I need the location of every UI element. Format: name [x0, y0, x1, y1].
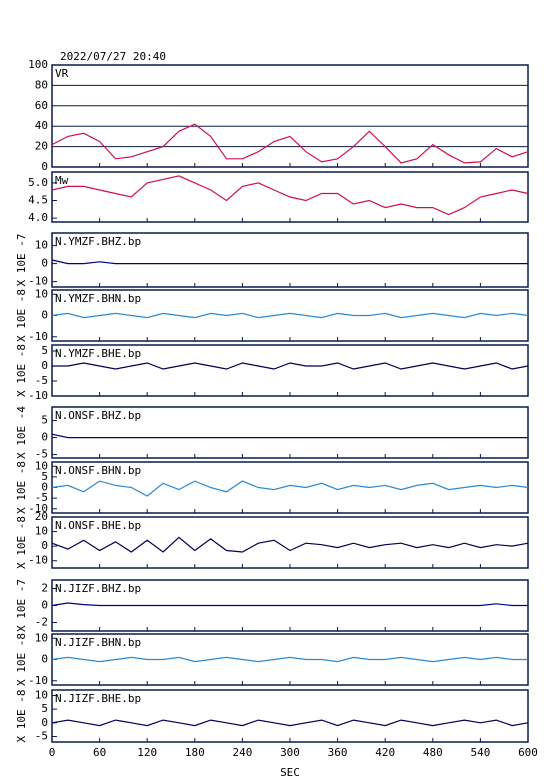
y-tick-label: -5 — [35, 730, 48, 743]
trace — [51, 480, 529, 497]
y-tick-label: -5 — [35, 448, 48, 461]
y-tick-label: 10 — [35, 631, 48, 644]
x-tick-label: 360 — [328, 746, 348, 759]
y-axis-label: X 10E -4 — [15, 406, 28, 459]
y-tick-label: -10 — [28, 389, 48, 402]
y-tick-label: 40 — [35, 119, 48, 132]
y-tick-label: 0 — [41, 481, 48, 494]
y-tick-label: -2 — [35, 616, 48, 629]
trace — [51, 259, 528, 265]
y-tick-label: 4.5 — [28, 194, 48, 207]
x-tick-label: 600 — [518, 746, 538, 759]
y-tick-label: 80 — [35, 78, 48, 91]
x-tick-label: 540 — [470, 746, 490, 759]
panel-frame — [51, 64, 529, 168]
x-tick-label: 120 — [137, 746, 157, 759]
panel-label: N.JIZF.BHN.bp — [55, 636, 141, 649]
y-tick-label: 0 — [41, 359, 48, 372]
y-axis-label: X 10E -7 — [15, 234, 28, 287]
trace — [51, 312, 529, 319]
y-axis-label: X 10E -7 — [15, 579, 28, 632]
trace — [51, 719, 529, 727]
panel-label: N.YMZF.BHE.bp — [55, 347, 141, 360]
panel-label: N.ONSF.BHE.bp — [55, 519, 141, 532]
y-tick-label: -10 — [28, 554, 48, 567]
y-tick-label: 0 — [41, 309, 48, 322]
x-tick-label: 0 — [49, 746, 56, 759]
y-tick-label: -5 — [35, 374, 48, 387]
trace — [51, 123, 529, 164]
x-tick-label: 180 — [185, 746, 205, 759]
y-tick-label: 20 — [35, 510, 48, 523]
panel-label: N.ONSF.BHN.bp — [55, 464, 141, 477]
x-axis-label: SEC — [280, 766, 300, 779]
y-tick-label: 0 — [41, 599, 48, 612]
trace — [51, 602, 528, 607]
panel-label: N.JIZF.BHZ.bp — [55, 582, 141, 595]
y-tick-label: -10 — [28, 330, 48, 343]
trace — [52, 362, 529, 370]
y-axis-label: X 10E -8 — [15, 289, 28, 342]
y-tick-label: 10 — [35, 239, 48, 252]
panel-label: Mw — [55, 174, 69, 187]
y-tick-label: -5 — [35, 491, 48, 504]
y-tick-label: 10 — [35, 287, 48, 300]
trace — [51, 433, 528, 439]
y-tick-label: 10 — [35, 688, 48, 701]
x-tick-label: 240 — [232, 746, 252, 759]
y-tick-label: 0 — [41, 716, 48, 729]
y-tick-label: 0 — [41, 539, 48, 552]
panel-label: N.ONSF.BHZ.bp — [55, 409, 141, 422]
trace — [51, 175, 529, 216]
y-tick-label: 60 — [35, 99, 48, 112]
y-tick-label: 5 — [41, 344, 48, 357]
x-tick-label: 420 — [375, 746, 395, 759]
y-tick-label: -10 — [28, 275, 48, 288]
y-tick-label: 0 — [41, 257, 48, 270]
y-tick-label: 5 — [41, 470, 48, 483]
y-tick-label: 5 — [41, 702, 48, 715]
y-tick-label: 5.0 — [28, 176, 48, 189]
chart-title: 2022/07/27 20:40 — [60, 50, 166, 63]
y-axis-label: X 10E -8 — [15, 690, 28, 743]
panel-label: N.YMZF.BHN.bp — [55, 292, 141, 305]
y-tick-label: 0 — [41, 431, 48, 444]
y-axis-label: X 10E -8 — [15, 461, 28, 514]
y-tick-label: 100 — [28, 58, 48, 71]
y-tick-label: 10 — [35, 525, 48, 538]
y-tick-label: 0 — [41, 653, 48, 666]
y-tick-label: -10 — [28, 674, 48, 687]
panel-label: N.YMZF.BHZ.bp — [55, 235, 141, 248]
x-tick-label: 480 — [423, 746, 443, 759]
y-tick-label: -10 — [28, 502, 48, 515]
y-axis-label: X 10E -8 — [15, 633, 28, 686]
y-axis-label: X 10E -8 — [15, 516, 28, 569]
y-tick-label: 2 — [41, 582, 48, 595]
y-axis-label: X 10E -8 — [15, 344, 28, 397]
y-tick-label: 4.0 — [28, 211, 48, 224]
trace — [51, 656, 528, 663]
x-tick-label: 300 — [280, 746, 300, 759]
y-tick-label: 0 — [41, 160, 48, 173]
x-tick-label: 60 — [93, 746, 106, 759]
y-tick-label: 20 — [35, 140, 48, 153]
panel-label: N.JIZF.BHE.bp — [55, 692, 141, 705]
y-tick-label: 5 — [41, 414, 48, 427]
trace — [51, 536, 529, 553]
y-tick-label: 10 — [35, 459, 48, 472]
panel-label: VR — [55, 67, 69, 80]
